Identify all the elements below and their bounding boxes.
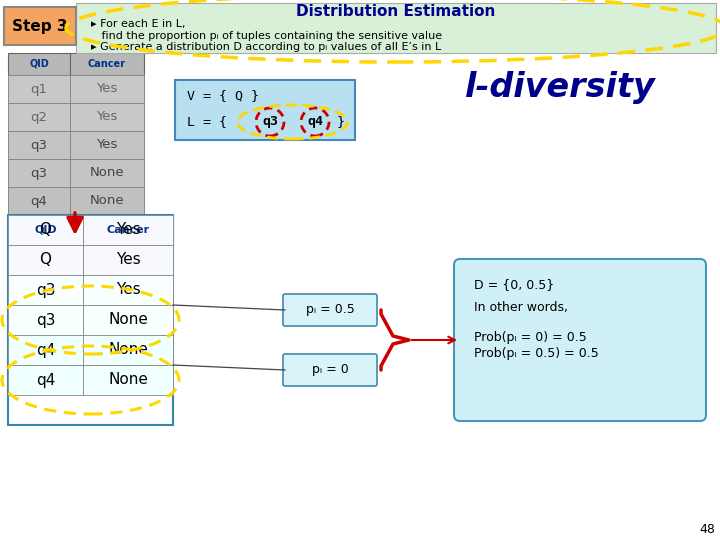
Text: Yes: Yes bbox=[116, 253, 140, 267]
Text: Prob(pᵢ = 0.5) = 0.5: Prob(pᵢ = 0.5) = 0.5 bbox=[474, 347, 599, 360]
Text: q4: q4 bbox=[30, 222, 48, 235]
Text: }: } bbox=[337, 116, 345, 129]
Text: Step 3: Step 3 bbox=[12, 18, 68, 33]
Text: q3: q3 bbox=[30, 138, 48, 152]
FancyBboxPatch shape bbox=[70, 187, 144, 215]
FancyBboxPatch shape bbox=[8, 215, 83, 245]
Text: q4: q4 bbox=[307, 116, 323, 129]
FancyBboxPatch shape bbox=[8, 335, 83, 365]
FancyBboxPatch shape bbox=[83, 245, 173, 275]
FancyBboxPatch shape bbox=[8, 53, 70, 75]
FancyBboxPatch shape bbox=[83, 305, 173, 335]
FancyBboxPatch shape bbox=[83, 215, 173, 245]
Text: None: None bbox=[108, 373, 148, 388]
FancyBboxPatch shape bbox=[83, 215, 173, 245]
FancyBboxPatch shape bbox=[70, 75, 144, 103]
Text: q4: q4 bbox=[30, 194, 48, 207]
Text: q2: q2 bbox=[30, 111, 48, 124]
Text: q3: q3 bbox=[30, 166, 48, 179]
Text: Yes: Yes bbox=[116, 222, 140, 238]
FancyBboxPatch shape bbox=[8, 365, 83, 395]
FancyBboxPatch shape bbox=[8, 103, 70, 131]
FancyBboxPatch shape bbox=[454, 259, 706, 421]
Text: pᵢ = 0: pᵢ = 0 bbox=[312, 363, 348, 376]
FancyBboxPatch shape bbox=[76, 3, 716, 53]
Text: Prob(pᵢ = 0) = 0.5: Prob(pᵢ = 0) = 0.5 bbox=[474, 330, 587, 343]
FancyBboxPatch shape bbox=[8, 131, 70, 159]
FancyBboxPatch shape bbox=[8, 159, 70, 187]
Text: Yes: Yes bbox=[96, 138, 117, 152]
Text: Yes: Yes bbox=[96, 111, 117, 124]
FancyBboxPatch shape bbox=[70, 159, 144, 187]
Text: L = {: L = { bbox=[187, 116, 227, 129]
FancyBboxPatch shape bbox=[283, 354, 377, 386]
Text: ▸ For each E in L,: ▸ For each E in L, bbox=[91, 19, 186, 29]
FancyBboxPatch shape bbox=[70, 131, 144, 159]
Text: None: None bbox=[108, 342, 148, 357]
FancyBboxPatch shape bbox=[83, 365, 173, 395]
Text: Yes: Yes bbox=[116, 282, 140, 298]
FancyBboxPatch shape bbox=[283, 294, 377, 326]
Text: ▸ Generate a distribution D according to pᵢ values of all E’s in L: ▸ Generate a distribution D according to… bbox=[91, 42, 441, 52]
Text: Distribution Estimation: Distribution Estimation bbox=[297, 3, 495, 18]
FancyBboxPatch shape bbox=[70, 103, 144, 131]
Text: QID: QID bbox=[34, 225, 57, 235]
Text: q3: q3 bbox=[36, 313, 55, 327]
FancyBboxPatch shape bbox=[83, 275, 173, 305]
Text: find the proportion pᵢ of tuples containing the sensitive value: find the proportion pᵢ of tuples contain… bbox=[91, 31, 442, 41]
FancyBboxPatch shape bbox=[70, 215, 144, 243]
FancyBboxPatch shape bbox=[70, 53, 144, 75]
Text: Cancer: Cancer bbox=[88, 59, 126, 69]
Text: q1: q1 bbox=[30, 83, 48, 96]
Text: None: None bbox=[90, 194, 125, 207]
Text: q4: q4 bbox=[36, 342, 55, 357]
FancyBboxPatch shape bbox=[8, 275, 83, 305]
FancyBboxPatch shape bbox=[8, 187, 70, 215]
Text: q4: q4 bbox=[36, 373, 55, 388]
FancyBboxPatch shape bbox=[4, 7, 76, 45]
FancyBboxPatch shape bbox=[8, 305, 83, 335]
Text: Q: Q bbox=[40, 222, 52, 238]
Text: q3: q3 bbox=[262, 116, 278, 129]
Text: Cancer: Cancer bbox=[107, 225, 150, 235]
Text: None: None bbox=[90, 222, 125, 235]
Text: q3: q3 bbox=[36, 282, 55, 298]
Text: In other words,: In other words, bbox=[474, 300, 568, 314]
FancyBboxPatch shape bbox=[8, 215, 70, 243]
Text: D = {0, 0.5}: D = {0, 0.5} bbox=[474, 279, 554, 292]
FancyBboxPatch shape bbox=[8, 215, 83, 245]
FancyBboxPatch shape bbox=[83, 335, 173, 365]
Text: l-diversity: l-diversity bbox=[464, 71, 655, 105]
Text: Yes: Yes bbox=[96, 83, 117, 96]
FancyBboxPatch shape bbox=[8, 75, 70, 103]
Text: 48: 48 bbox=[699, 523, 715, 536]
Text: None: None bbox=[108, 313, 148, 327]
FancyBboxPatch shape bbox=[8, 245, 83, 275]
Text: Q: Q bbox=[40, 253, 52, 267]
Text: pᵢ = 0.5: pᵢ = 0.5 bbox=[305, 303, 354, 316]
Text: QID: QID bbox=[29, 59, 49, 69]
Text: None: None bbox=[90, 166, 125, 179]
FancyBboxPatch shape bbox=[175, 80, 355, 140]
Text: V = { Q }: V = { Q } bbox=[187, 90, 259, 103]
